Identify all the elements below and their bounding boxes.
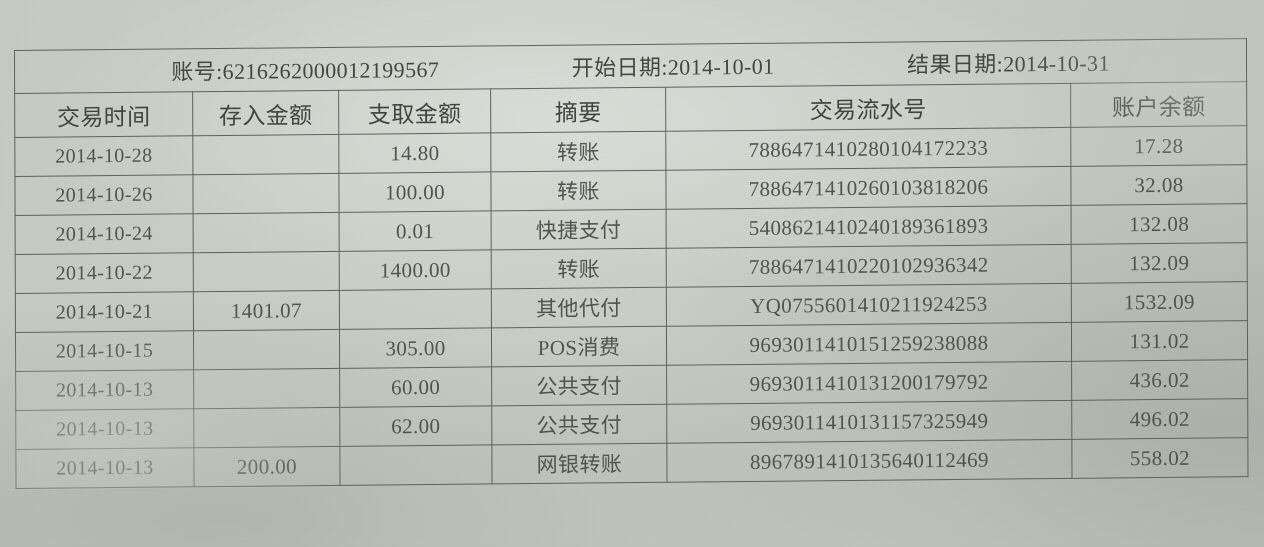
cell-payout bbox=[339, 288, 492, 330]
cell-date: 2014-10-13 bbox=[15, 408, 194, 450]
cell-summary: 转账 bbox=[491, 248, 667, 289]
cell-summary: 快捷支付 bbox=[491, 209, 667, 250]
cell-payout: 60.00 bbox=[339, 366, 492, 408]
cell-deposit bbox=[192, 173, 340, 214]
cell-serial: YQ0755601410211924253 bbox=[666, 283, 1072, 327]
cell-balance: 1532.09 bbox=[1071, 281, 1248, 323]
cell-date: 2014-10-26 bbox=[14, 174, 194, 216]
cell-serial: 5408621410240189361893 bbox=[666, 205, 1072, 249]
cell-deposit bbox=[193, 407, 340, 448]
account-number-text: 账号:6216262000012199567 bbox=[171, 56, 440, 85]
cell-deposit: 200.00 bbox=[193, 446, 341, 487]
cell-summary: 网银转账 bbox=[491, 443, 668, 484]
cell-payout: 0.01 bbox=[339, 210, 492, 252]
cell-serial: 7886471410280104172233 bbox=[665, 127, 1071, 171]
cell-payout: 14.80 bbox=[338, 132, 491, 174]
cell-date: 2014-10-28 bbox=[14, 135, 193, 177]
cell-date: 2014-10-13 bbox=[15, 447, 195, 489]
end-date-text: 结果日期:2014-10-31 bbox=[907, 50, 1110, 78]
cell-date: 2014-10-13 bbox=[15, 369, 194, 411]
cell-date: 2014-10-22 bbox=[15, 252, 194, 294]
cell-summary: 其他代付 bbox=[491, 287, 667, 328]
cell-balance: 132.08 bbox=[1071, 203, 1248, 245]
cell-payout: 305.00 bbox=[339, 327, 492, 369]
cell-balance: 132.09 bbox=[1071, 242, 1248, 284]
column-header-summary: 摘要 bbox=[490, 87, 666, 133]
cell-summary: 公共支付 bbox=[491, 404, 667, 445]
cell-date: 2014-10-15 bbox=[15, 330, 194, 372]
cell-date: 2014-10-24 bbox=[15, 213, 194, 255]
cell-deposit bbox=[193, 329, 340, 370]
statement-sheet: 账号:6216262000012199567 开始日期:2014-10-01 结… bbox=[14, 38, 1249, 491]
column-header-serial: 交易流水号 bbox=[665, 83, 1071, 132]
cell-serial: 8967891410135640112469 bbox=[666, 439, 1072, 483]
cell-serial: 7886471410220102936342 bbox=[666, 244, 1072, 288]
cell-balance: 17.28 bbox=[1070, 125, 1247, 167]
cell-payout: 1400.00 bbox=[339, 249, 492, 291]
cell-deposit bbox=[193, 368, 340, 409]
cell-serial: 7886471410260103818206 bbox=[665, 166, 1072, 210]
cell-payout: 62.00 bbox=[339, 405, 492, 447]
cell-summary: 转账 bbox=[490, 170, 667, 211]
cell-balance: 436.02 bbox=[1071, 359, 1248, 401]
transaction-rows: 2014-10-28 14.80 转账 7886471410280104172233 1… bbox=[14, 125, 1249, 489]
cell-deposit bbox=[192, 134, 339, 175]
cell-date: 2014-10-21 bbox=[15, 291, 194, 333]
cell-summary: 公共支付 bbox=[491, 365, 667, 406]
cell-serial: 9693011410151259238088 bbox=[666, 322, 1072, 366]
cell-balance: 32.08 bbox=[1070, 164, 1248, 206]
column-header-payout: 支取金额 bbox=[338, 88, 491, 135]
cell-serial: 9693011410131200179792 bbox=[666, 361, 1072, 405]
cell-deposit: 1401.07 bbox=[193, 290, 340, 331]
column-header-balance: 账户余额 bbox=[1070, 81, 1247, 128]
start-date-text: 开始日期:2014-10-01 bbox=[571, 53, 775, 81]
column-header-deposit: 存入金额 bbox=[192, 90, 339, 136]
cell-deposit bbox=[193, 212, 340, 253]
cell-summary: 转账 bbox=[490, 131, 666, 172]
cell-balance: 131.02 bbox=[1071, 320, 1248, 362]
cell-payout: 100.00 bbox=[338, 171, 492, 213]
cell-deposit bbox=[193, 251, 340, 292]
cell-balance: 496.02 bbox=[1071, 398, 1248, 440]
column-header-date: 交易时间 bbox=[14, 91, 193, 138]
transaction-table: 账号:6216262000012199567 开始日期:2014-10-01 结… bbox=[14, 38, 1249, 489]
cell-serial: 9693011410131157325949 bbox=[666, 400, 1072, 444]
cell-summary: POS消费 bbox=[491, 326, 667, 367]
cell-balance: 558.02 bbox=[1071, 437, 1249, 479]
cell-payout bbox=[339, 444, 493, 486]
